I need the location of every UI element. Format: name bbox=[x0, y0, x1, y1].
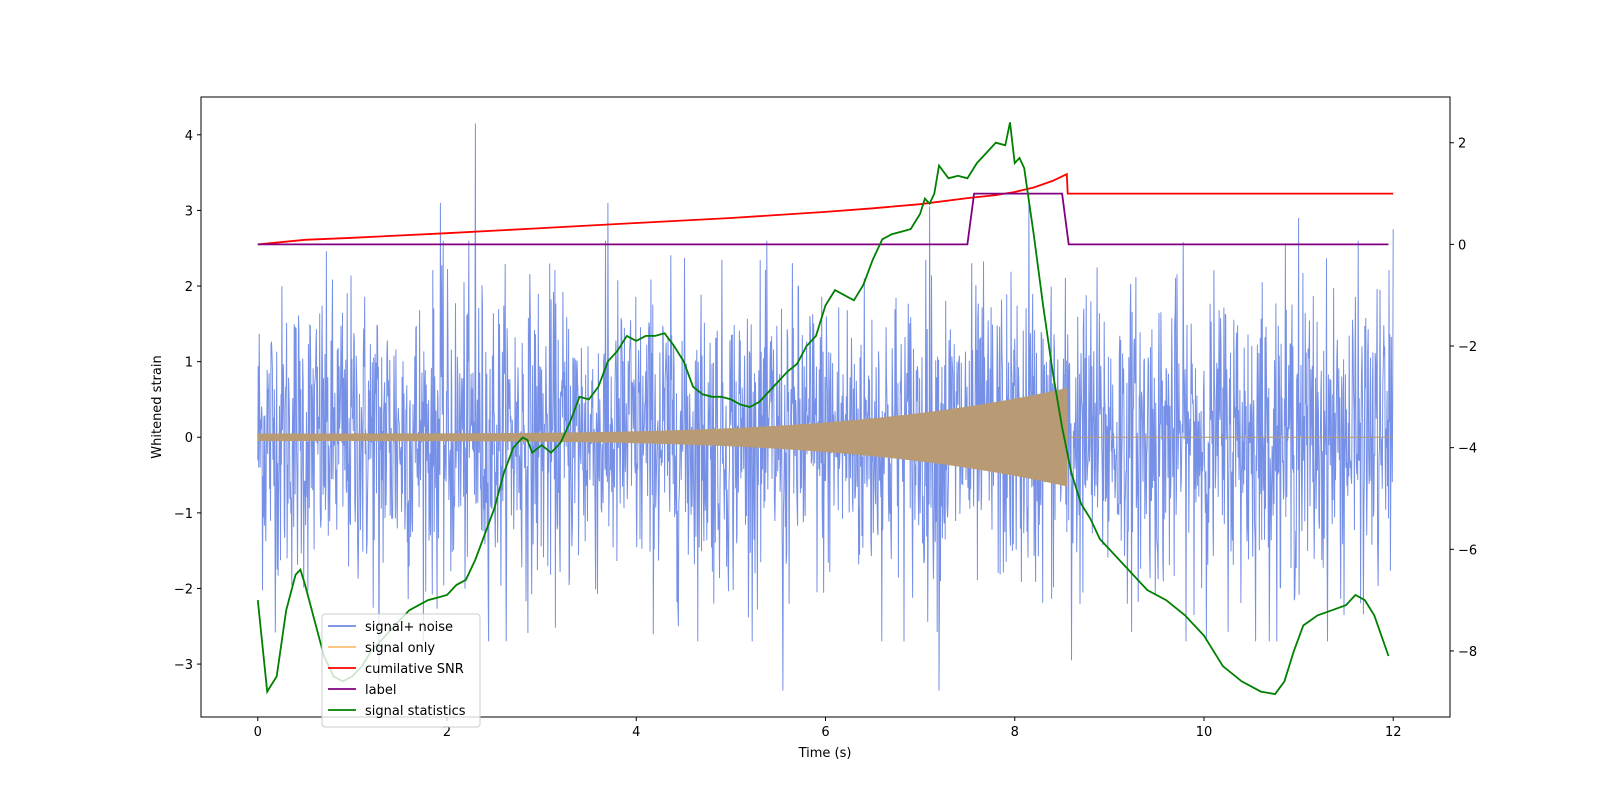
y2-tick-label: −2 bbox=[1458, 340, 1477, 355]
x-tick-label: 6 bbox=[821, 725, 829, 740]
y2-tick-label: −6 bbox=[1458, 543, 1477, 558]
series-signal-only bbox=[257, 388, 1394, 487]
legend-label: signal+ noise bbox=[365, 620, 453, 635]
legend-label: label bbox=[365, 683, 396, 698]
y2-tick-label: −4 bbox=[1458, 442, 1477, 457]
y-tick-label: 0 bbox=[185, 431, 193, 446]
x-tick-label: 12 bbox=[1385, 725, 1402, 740]
series-layer bbox=[256, 122, 1394, 696]
y2-axis: −8 −6 −4 −2 0 2 bbox=[1450, 137, 1477, 660]
legend-label: cumilative SNR bbox=[365, 662, 464, 677]
series-signal-statistics bbox=[256, 122, 1390, 696]
x-tick-label: 2 bbox=[443, 725, 451, 740]
y-axis: −3 −2 −1 0 1 2 3 4 bbox=[174, 129, 201, 673]
x-tick-label: 10 bbox=[1196, 725, 1213, 740]
series-cumilative-snr bbox=[257, 172, 1394, 246]
series-signal-noise bbox=[257, 123, 1394, 691]
series-label bbox=[257, 192, 1389, 246]
y-tick-label: 2 bbox=[185, 280, 193, 295]
y-tick-label: −1 bbox=[174, 507, 193, 522]
legend: signal+ noise signal only cumilative SNR la… bbox=[321, 613, 481, 728]
y-tick-label: −2 bbox=[174, 582, 193, 597]
legend-box bbox=[321, 613, 481, 728]
x-tick-label: 4 bbox=[632, 725, 640, 740]
x-tick-label: 0 bbox=[254, 725, 262, 740]
legend-label: signal statistics bbox=[365, 704, 466, 719]
legend-label: signal only bbox=[365, 641, 435, 656]
y-axis-label: Whitened strain bbox=[150, 355, 165, 458]
x-axis-label: Time (s) bbox=[798, 746, 852, 761]
y2-tick-label: 0 bbox=[1458, 238, 1466, 253]
y-tick-label: 4 bbox=[185, 129, 193, 144]
y-tick-label: 3 bbox=[185, 204, 193, 219]
y2-tick-label: −8 bbox=[1458, 645, 1477, 660]
x-tick-label: 8 bbox=[1011, 725, 1019, 740]
y-tick-label: −3 bbox=[174, 658, 193, 673]
y-tick-label: 1 bbox=[185, 356, 193, 371]
y2-tick-label: 2 bbox=[1458, 137, 1466, 152]
